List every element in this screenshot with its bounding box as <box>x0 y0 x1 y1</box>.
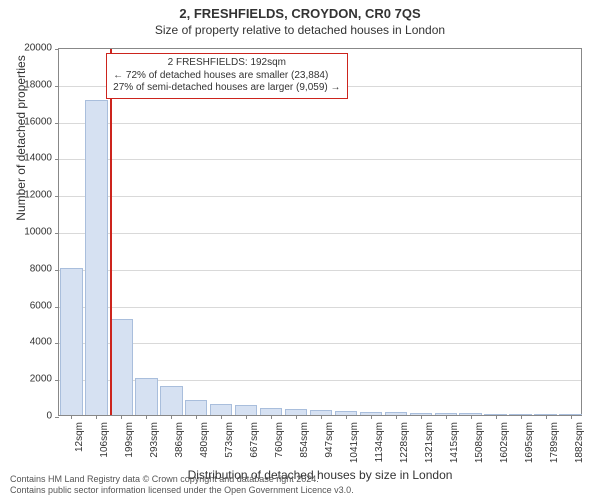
xtick-label: 1321sqm <box>424 422 435 463</box>
ytick-mark <box>55 343 59 344</box>
xtick-label: 1041sqm <box>349 422 360 463</box>
xtick-label: 1134sqm <box>374 422 385 462</box>
gridline <box>59 270 581 271</box>
xtick-mark <box>496 415 497 419</box>
xtick-label: 106sqm <box>99 422 110 458</box>
footer-line-2: Contains public sector information licen… <box>10 485 354 496</box>
ytick-label: 4000 <box>2 337 52 348</box>
histogram-bar <box>110 319 132 415</box>
property-marker-line <box>110 49 112 415</box>
annotation-line: 2 FRESHFIELDS: 192sqm <box>113 57 340 70</box>
xtick-mark <box>121 415 122 419</box>
xtick-mark <box>246 415 247 419</box>
xtick-mark <box>346 415 347 419</box>
xtick-mark <box>321 415 322 419</box>
xtick-mark <box>146 415 147 419</box>
histogram-bar <box>185 400 207 415</box>
ytick-mark <box>55 123 59 124</box>
ytick-label: 12000 <box>2 190 52 201</box>
ytick-label: 6000 <box>2 300 52 311</box>
footer-line-1: Contains HM Land Registry data © Crown c… <box>10 474 354 485</box>
plot-area: 2 FRESHFIELDS: 192sqm← 72% of detached h… <box>58 48 582 416</box>
annotation-line: 27% of semi-detached houses are larger (… <box>113 82 340 95</box>
ytick-mark <box>55 49 59 50</box>
xtick-mark <box>221 415 222 419</box>
chart-container: 2 FRESHFIELDS: 192sqm← 72% of detached h… <box>58 48 582 416</box>
ytick-label: 16000 <box>2 116 52 127</box>
attribution-footer: Contains HM Land Registry data © Crown c… <box>10 474 354 497</box>
xtick-mark <box>571 415 572 419</box>
xtick-mark <box>71 415 72 419</box>
chart-title-main: 2, FRESHFIELDS, CROYDON, CR0 7QS <box>0 0 600 21</box>
xtick-mark <box>521 415 522 419</box>
xtick-mark <box>546 415 547 419</box>
ytick-mark <box>55 417 59 418</box>
xtick-label: 386sqm <box>174 422 185 458</box>
ytick-mark <box>55 196 59 197</box>
ytick-mark <box>55 380 59 381</box>
xtick-mark <box>471 415 472 419</box>
ytick-mark <box>55 86 59 87</box>
gridline <box>59 159 581 160</box>
xtick-label: 12sqm <box>74 422 85 452</box>
histogram-bar <box>85 100 107 415</box>
xtick-label: 1602sqm <box>499 422 510 463</box>
xtick-mark <box>271 415 272 419</box>
chart-title-sub: Size of property relative to detached ho… <box>0 21 600 37</box>
xtick-mark <box>196 415 197 419</box>
ytick-label: 18000 <box>2 79 52 90</box>
annotation-box: 2 FRESHFIELDS: 192sqm← 72% of detached h… <box>106 53 347 99</box>
histogram-bar <box>60 268 82 415</box>
xtick-label: 760sqm <box>274 422 285 458</box>
xtick-label: 1789sqm <box>549 422 560 463</box>
xtick-label: 1508sqm <box>474 422 485 463</box>
ytick-label: 8000 <box>2 263 52 274</box>
ytick-mark <box>55 270 59 271</box>
ytick-mark <box>55 307 59 308</box>
xtick-label: 573sqm <box>224 422 235 458</box>
ytick-label: 14000 <box>2 153 52 164</box>
gridline <box>59 307 581 308</box>
ytick-label: 20000 <box>2 43 52 54</box>
xtick-label: 947sqm <box>324 422 335 458</box>
xtick-label: 1228sqm <box>399 422 410 463</box>
ytick-label: 10000 <box>2 227 52 238</box>
xtick-label: 1695sqm <box>524 422 535 463</box>
histogram-bar <box>160 386 182 415</box>
gridline <box>59 123 581 124</box>
xtick-mark <box>296 415 297 419</box>
ytick-label: 2000 <box>2 374 52 385</box>
xtick-mark <box>171 415 172 419</box>
xtick-mark <box>421 415 422 419</box>
xtick-mark <box>96 415 97 419</box>
annotation-line: ← 72% of detached houses are smaller (23… <box>113 70 340 83</box>
xtick-mark <box>396 415 397 419</box>
xtick-label: 1882sqm <box>574 422 585 463</box>
ytick-label: 0 <box>2 411 52 422</box>
xtick-label: 293sqm <box>149 422 160 458</box>
xtick-mark <box>446 415 447 419</box>
ytick-mark <box>55 233 59 234</box>
xtick-label: 480sqm <box>199 422 210 458</box>
histogram-bar <box>260 408 282 415</box>
gridline <box>59 233 581 234</box>
histogram-bar <box>210 404 232 415</box>
histogram-bar <box>135 378 157 415</box>
ytick-mark <box>55 159 59 160</box>
histogram-bar <box>235 405 257 415</box>
xtick-mark <box>371 415 372 419</box>
xtick-label: 667sqm <box>249 422 260 458</box>
gridline <box>59 196 581 197</box>
xtick-label: 854sqm <box>299 422 310 458</box>
xtick-label: 1415sqm <box>449 422 460 463</box>
xtick-label: 199sqm <box>124 422 135 458</box>
gridline <box>59 343 581 344</box>
